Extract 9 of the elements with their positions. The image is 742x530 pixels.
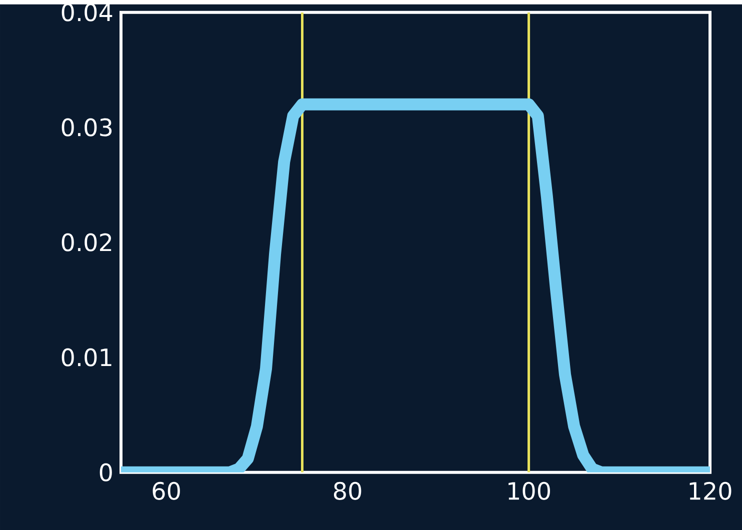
y-tick-label: 0.03 — [62, 118, 112, 136]
y-tick-label: 0.02 — [62, 233, 112, 252]
x-tick-label: 120 — [690, 482, 732, 500]
x-tick-label: 80 — [334, 482, 362, 500]
x-tick-label: 60 — [152, 482, 180, 500]
x-tick-label: 100 — [508, 482, 550, 500]
y-tick-label: 0.01 — [62, 348, 112, 366]
y-tick-label: 0 — [100, 463, 112, 482]
y-tick-label: 0.04 — [62, 3, 112, 22]
